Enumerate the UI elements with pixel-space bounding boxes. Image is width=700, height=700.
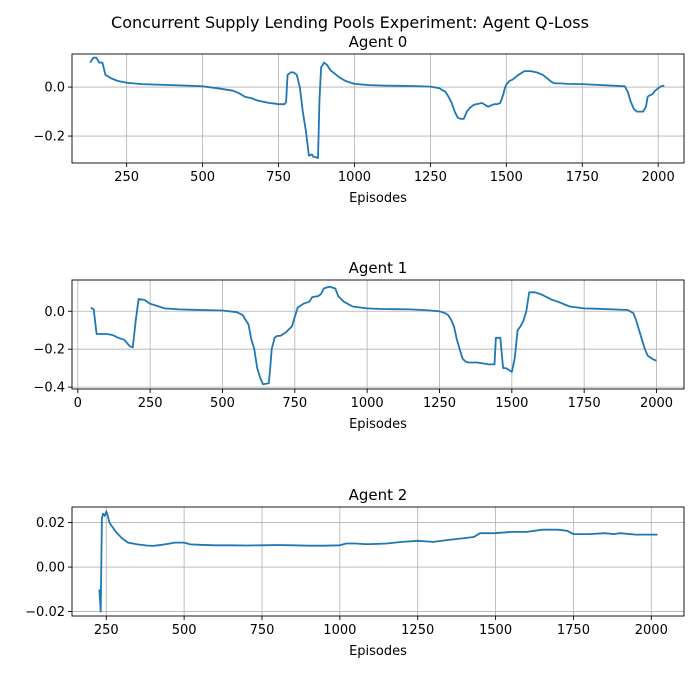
x-axis-label: Episodes (349, 191, 407, 206)
x-tick-label: 1750 (566, 170, 599, 185)
x-tick-label: 1000 (323, 623, 356, 638)
series-line (89, 56, 665, 160)
x-tick-label: 1000 (338, 170, 371, 185)
series-line (90, 285, 657, 386)
x-tick-label: 750 (266, 170, 291, 185)
x-tick-label: 1750 (568, 396, 601, 411)
axes-frame (71, 279, 685, 390)
x-tick-label: 1000 (351, 396, 384, 411)
x-tick-label: 1250 (401, 623, 434, 638)
x-tick-label: 500 (190, 170, 215, 185)
x-tick-label: 1250 (414, 170, 447, 185)
x-tick-label: 1500 (495, 396, 528, 411)
subplot-agent-1: 0 250 500 750 1000 1250 1500 1750 2000 0.0 −0.2 −0.… (33, 259, 685, 432)
x-tick-label: 250 (138, 396, 163, 411)
y-tick-label: 0.0 (44, 81, 65, 96)
subplot-agent-2: 250 500 750 1000 1250 1500 1750 2000 0.02 0.00 −0.… (25, 486, 685, 659)
y-tick-label: −0.4 (33, 381, 65, 396)
figure-suptitle: Concurrent Supply Lending Pools Experime… (111, 13, 589, 32)
y-tick-label: −0.2 (33, 130, 65, 145)
subplot-title: Agent 0 (349, 33, 408, 51)
subplot-title: Agent 2 (349, 486, 408, 504)
axes-frame (71, 53, 685, 164)
x-tick-label: 750 (250, 623, 275, 638)
y-tick-label: 0.02 (36, 516, 65, 531)
x-axis-label: Episodes (349, 644, 407, 659)
subplot-agent-0: 250 500 750 1000 1250 1500 1750 2000 0.0 −0.2 Agen… (33, 33, 685, 206)
x-tick-label: 1500 (479, 623, 512, 638)
x-tick-label: 2000 (642, 170, 675, 185)
series-line (98, 510, 658, 613)
y-tick-label: −0.2 (33, 343, 65, 358)
x-tick-label: 1250 (423, 396, 456, 411)
x-tick-label: 2000 (635, 623, 668, 638)
x-tick-label: 1500 (490, 170, 523, 185)
x-axis-label: Episodes (349, 417, 407, 432)
x-tick-label: 1750 (557, 623, 590, 638)
x-tick-label: 2000 (640, 396, 673, 411)
axes-frame (71, 506, 685, 617)
y-tick-label: −0.02 (25, 605, 65, 620)
x-tick-label: 250 (114, 170, 139, 185)
x-tick-label: 500 (172, 623, 197, 638)
x-tick-label: 250 (94, 623, 119, 638)
x-tick-label: 0 (74, 396, 82, 411)
subplot-title: Agent 1 (349, 259, 408, 277)
y-tick-label: 0.0 (44, 305, 65, 320)
x-tick-label: 750 (282, 396, 307, 411)
y-tick-label: 0.00 (36, 561, 65, 576)
x-tick-label: 500 (210, 396, 235, 411)
